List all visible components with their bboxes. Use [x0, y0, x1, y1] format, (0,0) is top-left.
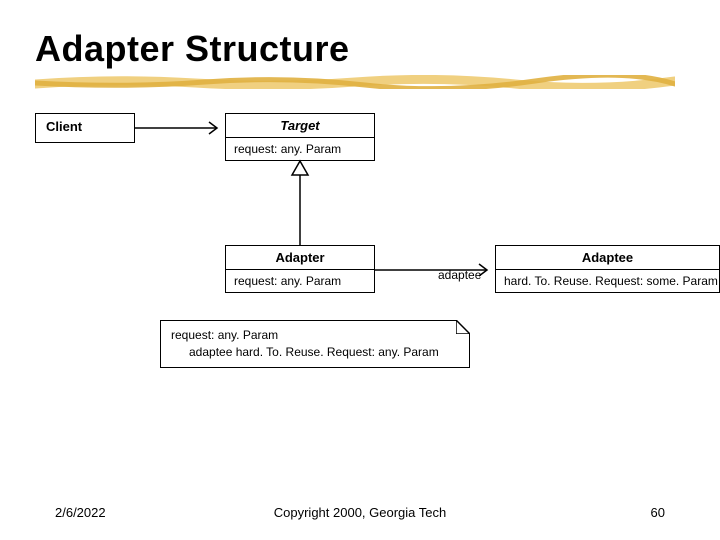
note-dog-ear-icon — [456, 320, 470, 334]
note-line-1: request: any. Param — [171, 327, 459, 344]
adapter-name: Adapter — [226, 246, 374, 270]
client-class-box: Client — [35, 113, 135, 143]
client-label: Client — [46, 119, 82, 134]
adaptee-name: Adaptee — [496, 246, 719, 270]
footer-date: 2/6/2022 — [55, 505, 106, 520]
adapter-target-generalization — [290, 161, 310, 245]
adapter-class-box: Adapter request: any. Param — [225, 245, 375, 293]
footer-copyright: Copyright 2000, Georgia Tech — [274, 505, 446, 520]
adaptee-method: hard. To. Reuse. Request: some. Param — [496, 270, 719, 292]
note-line-2: adaptee hard. To. Reuse. Request: any. P… — [171, 344, 459, 361]
target-class-box: Target request: any. Param — [225, 113, 375, 161]
footer-page-number: 60 — [651, 505, 665, 520]
client-target-association — [135, 120, 225, 140]
title-underline — [35, 75, 675, 89]
adapter-method: request: any. Param — [226, 270, 374, 292]
adaptee-association-label: adaptee — [438, 268, 481, 282]
target-method: request: any. Param — [226, 138, 374, 160]
slide-title: Adapter Structure — [35, 28, 350, 70]
note-box: request: any. Param adaptee hard. To. Re… — [160, 320, 470, 368]
target-name: Target — [226, 114, 374, 138]
adaptee-class-box: Adaptee hard. To. Reuse. Request: some. … — [495, 245, 720, 293]
